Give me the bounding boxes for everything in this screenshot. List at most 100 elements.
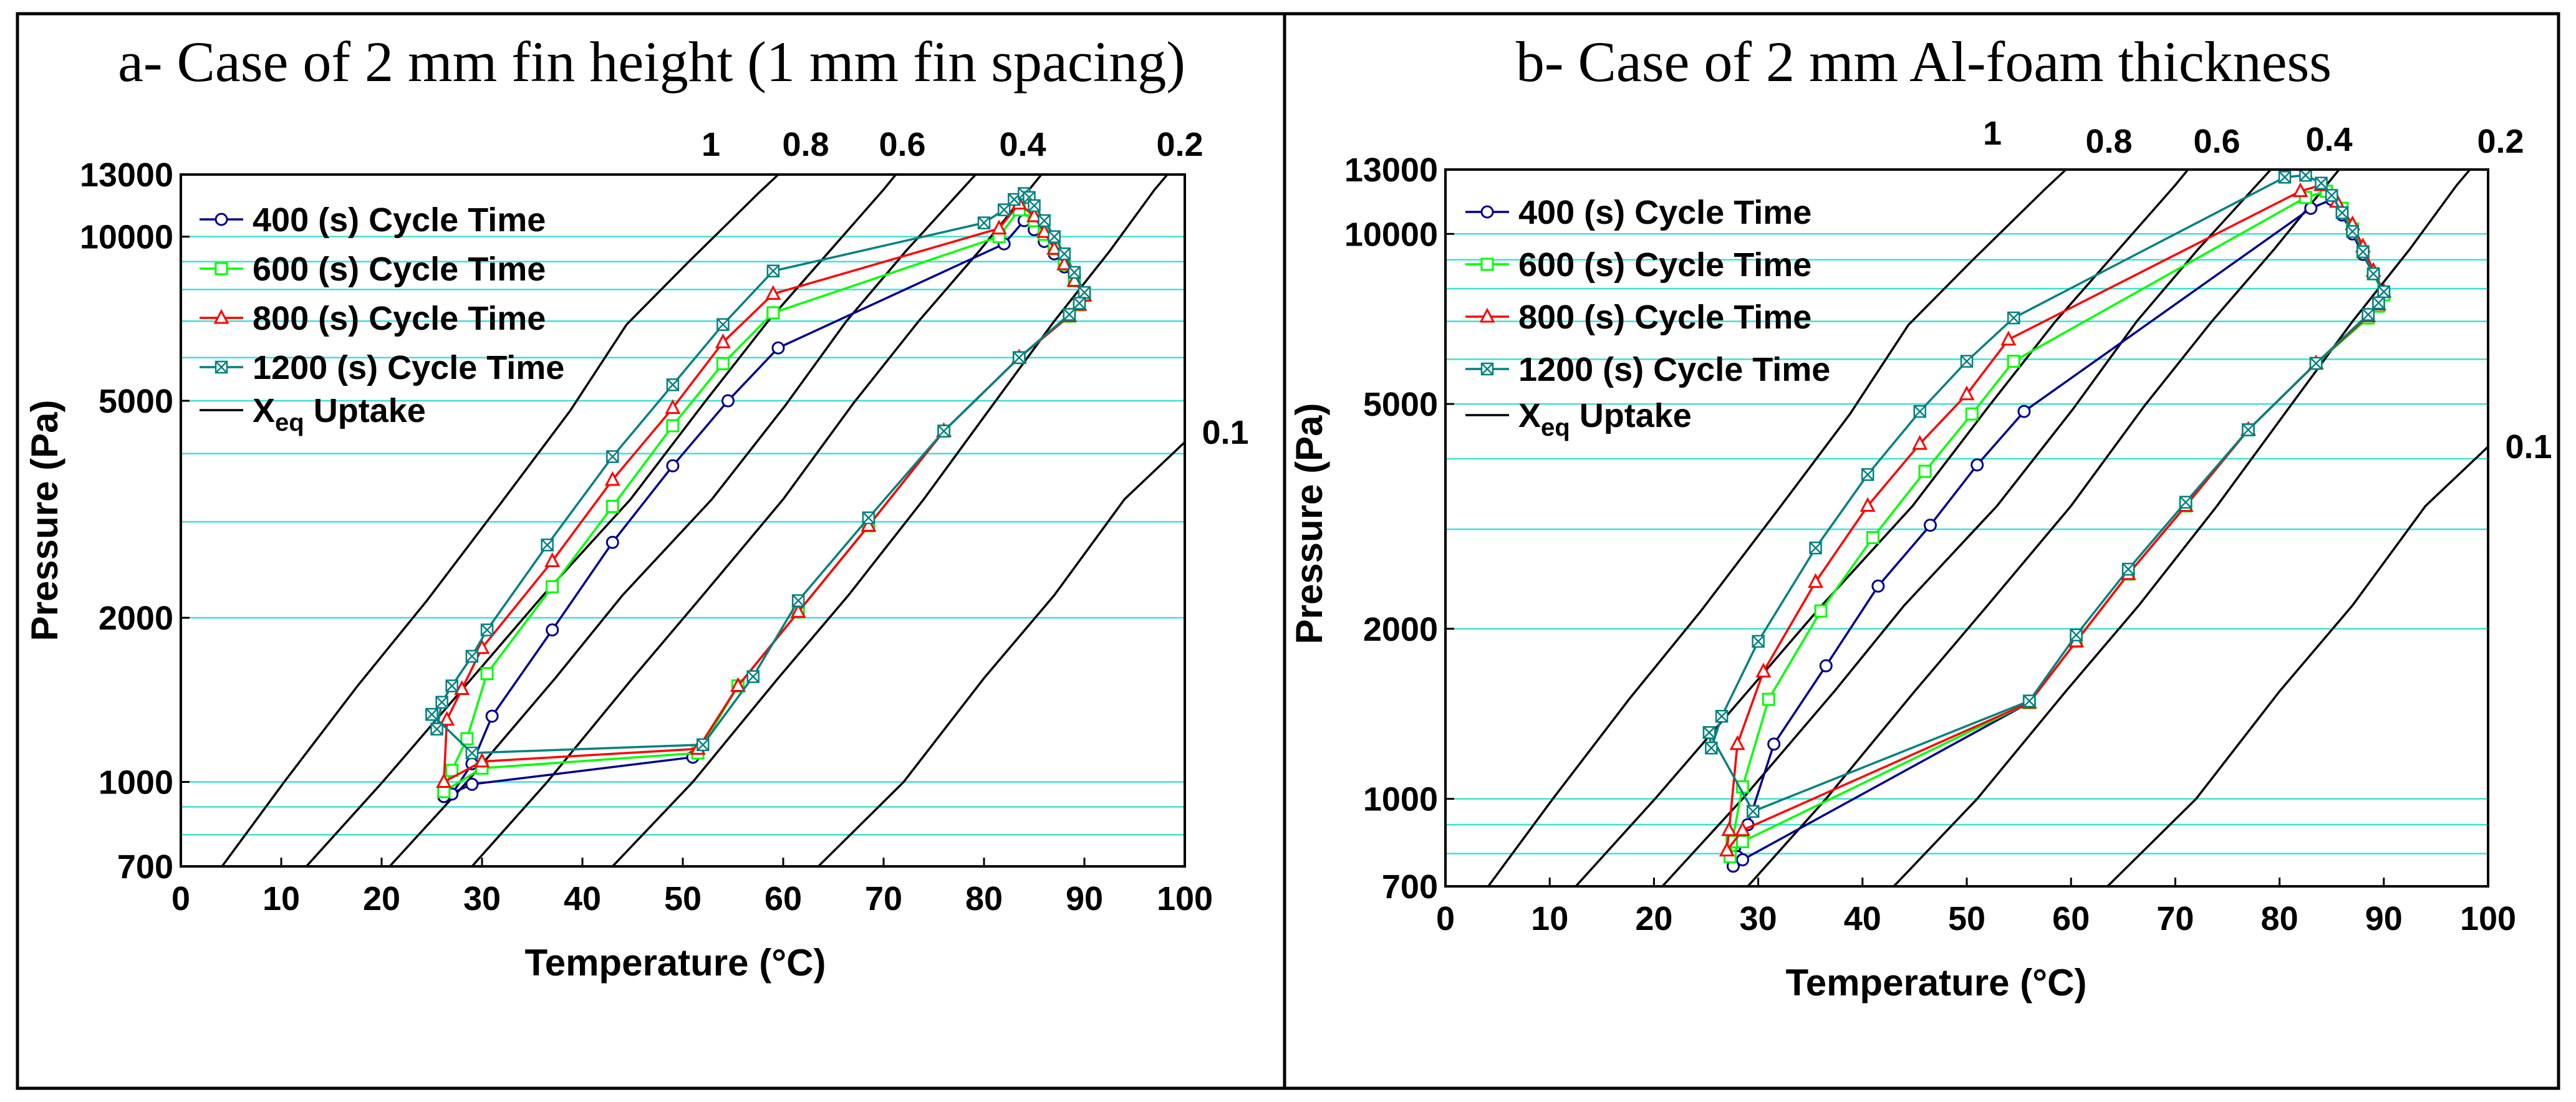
- data-point: [2007, 355, 2020, 368]
- data-point: [2309, 357, 2323, 370]
- panel-b-x-ticks: 0 10 20 30 40 50 60 70 80 90 100: [1436, 878, 2516, 937]
- data-point: [1038, 214, 1051, 228]
- data-point: [425, 707, 438, 721]
- data-point: [546, 623, 559, 637]
- data-point: [765, 285, 781, 300]
- data-point: [606, 450, 619, 463]
- data-point: [2179, 496, 2192, 509]
- y-tick-label: 1000: [99, 764, 173, 801]
- data-point: [465, 777, 479, 791]
- data-point: [2372, 296, 2385, 310]
- outer-border: [16, 12, 2560, 1090]
- legend-item: 600 (s) Cycle Time: [200, 251, 546, 288]
- x-tick-label: 50: [664, 880, 702, 918]
- xeq-line-0-4: [1747, 170, 2341, 886]
- data-point: [1866, 531, 1880, 545]
- legend-item: 600 (s) Cycle Time: [1465, 246, 1811, 284]
- data-point: [480, 667, 494, 681]
- data-point: [465, 649, 479, 663]
- data-point: [1736, 835, 1750, 848]
- xeq-label: 0.2: [1156, 126, 1203, 163]
- x-tick-label: 70: [2156, 900, 2194, 937]
- xeq-label: 0.1: [2505, 428, 2552, 466]
- x-tick-label: 90: [2365, 900, 2403, 937]
- data-point: [1912, 434, 1928, 450]
- legend-label-subscript: eq: [1541, 414, 1570, 441]
- data-point: [766, 306, 780, 320]
- data-point: [1762, 692, 1775, 706]
- series-line: [1708, 174, 2385, 813]
- data-point: [746, 670, 760, 683]
- x-tick-label: 0: [1436, 900, 1455, 937]
- data-point: [2070, 628, 2083, 641]
- data-point: [1746, 805, 1760, 818]
- data-point: [1819, 659, 1833, 673]
- legend-label: 400 (s) Cycle Time: [1518, 194, 1811, 231]
- data-point: [1056, 255, 1073, 271]
- data-point: [604, 471, 620, 486]
- data-point: [1959, 385, 1975, 401]
- data-point: [544, 552, 561, 567]
- xeq-label: 0.2: [2477, 123, 2524, 160]
- legend-marker: [1480, 362, 1494, 376]
- data-point: [474, 639, 490, 654]
- data-point: [2121, 562, 2135, 576]
- xeq-label: 1: [1983, 115, 2002, 152]
- xeq-line-0-8: [1575, 170, 2190, 886]
- panel-a-gridlines: [181, 236, 1185, 836]
- legend-label-subscript: eq: [275, 409, 304, 436]
- y-tick-label: 700: [117, 848, 173, 886]
- legend-item: 400 (s) Cycle Time: [200, 201, 546, 239]
- data-point: [1048, 230, 1061, 243]
- data-point: [2292, 182, 2308, 198]
- panel-a-xeq-lines: [221, 175, 1185, 866]
- x-tick-label: 0: [171, 880, 190, 918]
- legend-marker: [1479, 307, 1495, 323]
- xeq-label: 0.1: [1202, 414, 1248, 451]
- data-point: [666, 378, 680, 391]
- legend-label: 1200 (s) Cycle Time: [253, 349, 564, 386]
- legend-item: 800 (s) Cycle Time: [200, 300, 546, 337]
- data-point: [1705, 741, 1718, 755]
- data-point: [1767, 737, 1781, 751]
- data-point: [430, 722, 443, 735]
- data-point: [1721, 821, 1737, 836]
- data-point: [485, 709, 499, 723]
- data-point: [1063, 308, 1076, 321]
- panel-b-y-axis-label: Pressure (Pa): [1288, 403, 1330, 644]
- y-tick-label: 13000: [80, 156, 173, 194]
- data-point: [862, 511, 876, 525]
- data-point: [937, 424, 950, 438]
- data-point: [1861, 468, 1874, 481]
- y-tick-label: 2000: [99, 600, 173, 637]
- legend-item: 1200 (s) Cycle Time: [1465, 351, 1830, 388]
- data-point: [1913, 405, 1927, 418]
- xeq-label: 0.6: [879, 126, 925, 163]
- panel-a-y-ticks: 700 1000 2000 5000 10000 13000: [80, 156, 190, 886]
- xeq-line-1: [1487, 170, 2068, 886]
- data-point: [991, 219, 1007, 235]
- data-point: [1068, 266, 1081, 279]
- y-tick-label: 700: [1382, 868, 1438, 906]
- data-point: [2242, 423, 2255, 436]
- x-tick-label: 40: [1844, 900, 1881, 937]
- data-point: [546, 580, 559, 593]
- data-point: [1073, 297, 1086, 310]
- panel-a-x-ticks: 0 10 20 30 40 50 60 70 80 90 100: [171, 858, 1213, 918]
- data-point: [771, 341, 785, 355]
- data-point: [721, 394, 735, 408]
- legend-label: 400 (s) Cycle Time: [253, 201, 546, 239]
- data-point: [2299, 168, 2312, 182]
- data-point: [1871, 579, 1885, 593]
- x-tick-label: 40: [564, 880, 601, 918]
- legend-label-suffix: Uptake: [304, 392, 426, 429]
- data-point: [1735, 821, 1751, 836]
- y-tick-label: 13000: [1344, 151, 1438, 189]
- series-4: [425, 187, 1091, 760]
- data-point: [1965, 407, 1979, 421]
- data-point: [715, 333, 731, 348]
- xeq-line-0-2: [1893, 170, 2472, 886]
- data-point: [1923, 519, 1937, 532]
- x-tick-label: 10: [263, 880, 300, 918]
